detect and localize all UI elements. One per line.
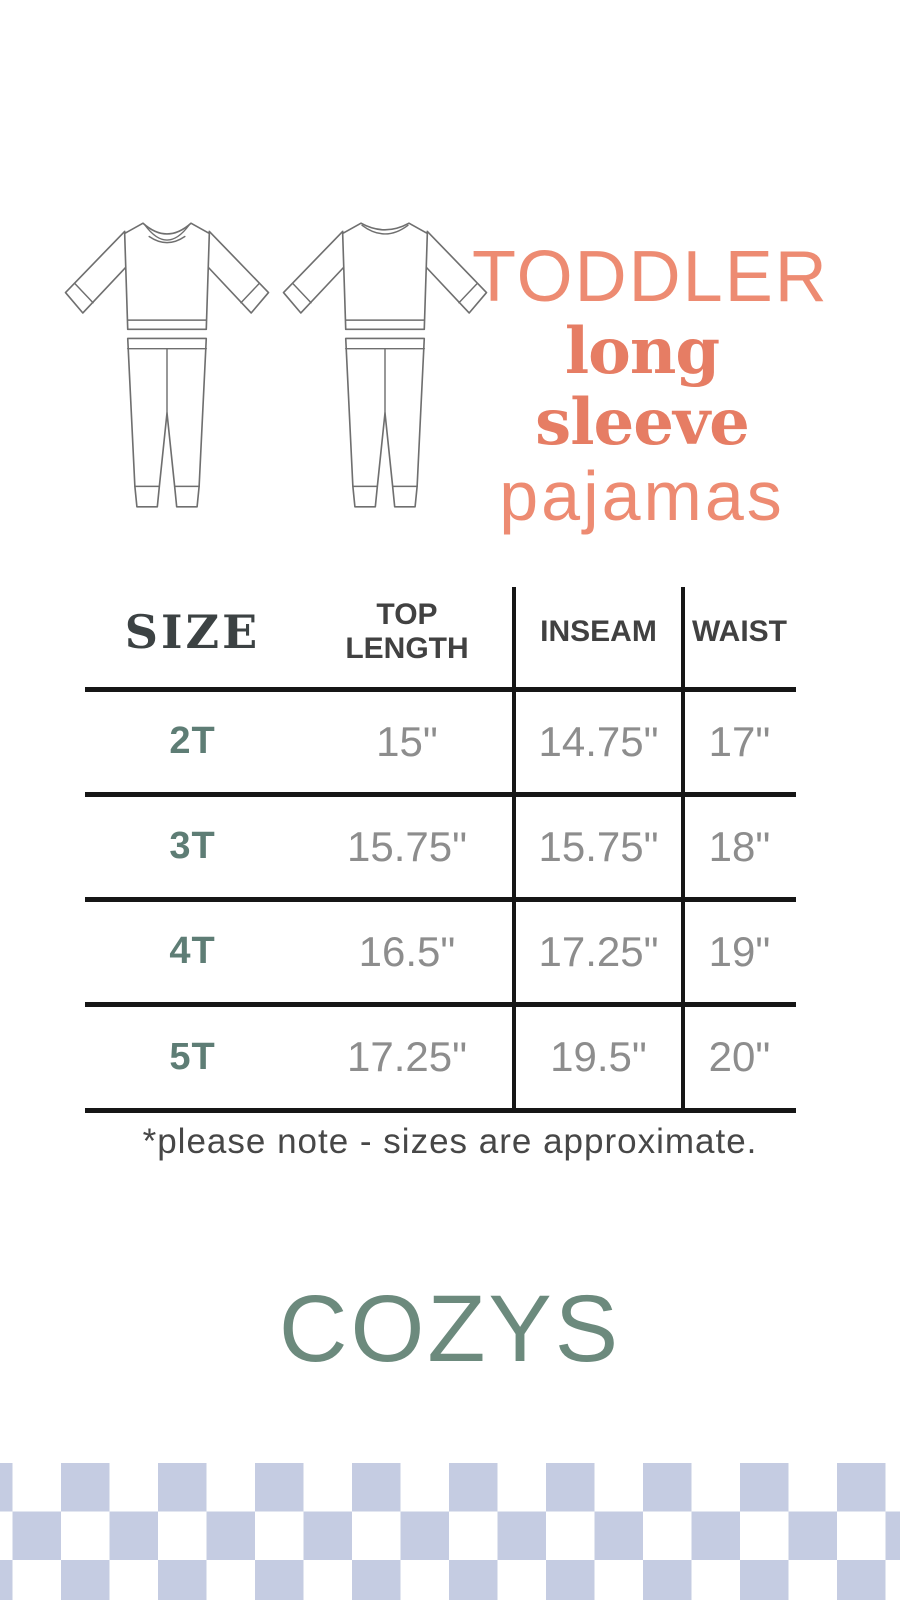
table-row-5t-top-length: 17.25" (346, 1033, 467, 1080)
table-row-3t-inseam: 15.75" (538, 822, 659, 870)
title-long-sleeve: long sleeve (535, 313, 750, 461)
table-line-horizontal-1 (85, 687, 796, 692)
title-toddler: TODDLER (472, 237, 829, 317)
table-line-vertical-2 (681, 587, 685, 1113)
table-line-horizontal-5 (85, 1108, 796, 1113)
table-line-horizontal-4 (85, 1002, 796, 1007)
header-inseam: INSEAM (540, 614, 657, 648)
pajama-front-sketch-icon (62, 212, 272, 523)
table-line-horizontal-3 (85, 897, 796, 902)
table-row-2t-top-length: 15" (376, 717, 438, 765)
table-row-3t-top-length: 15.75" (346, 822, 467, 870)
table-row-2t-size: 2T (169, 720, 216, 762)
table-row-3t-waist: 18" (708, 822, 771, 870)
size-note: *please note - sizes are approximate. (142, 1122, 758, 1161)
table-row-4t-waist: 19" (708, 927, 771, 975)
table-row-5t-size: 5T (169, 1035, 216, 1078)
table-row-5t-inseam: 19.5" (550, 1033, 647, 1080)
table-line-vertical-1 (512, 587, 516, 1113)
header-waist: WAIST (692, 614, 787, 648)
header-top-length: TOP LENGTH (345, 597, 469, 666)
title-pajamas: pajamas (499, 456, 785, 535)
table-line-horizontal-2 (85, 792, 796, 797)
table-row-4t-inseam: 17.25" (538, 927, 659, 975)
table-row-4t-size: 4T (169, 930, 216, 972)
brand-name: COZYS (278, 1276, 622, 1382)
title-block: TODDLER long sleeve pajamas (472, 237, 829, 535)
table-row-4t-top-length: 16.5" (358, 927, 456, 975)
checkerboard-pattern (0, 1463, 900, 1600)
table-row-2t-waist: 17" (708, 717, 771, 765)
table-row-3t-size: 3T (169, 825, 216, 867)
size-chart-table: SIZE TOP LENGTH INSEAM WAIST 2T 15" 14.7… (85, 575, 796, 1115)
header-size: SIZE (124, 605, 261, 659)
table-row-2t-inseam: 14.75" (538, 717, 659, 765)
pajama-back-sketch-icon (280, 212, 490, 523)
table-row-5t-waist: 20" (708, 1033, 771, 1080)
